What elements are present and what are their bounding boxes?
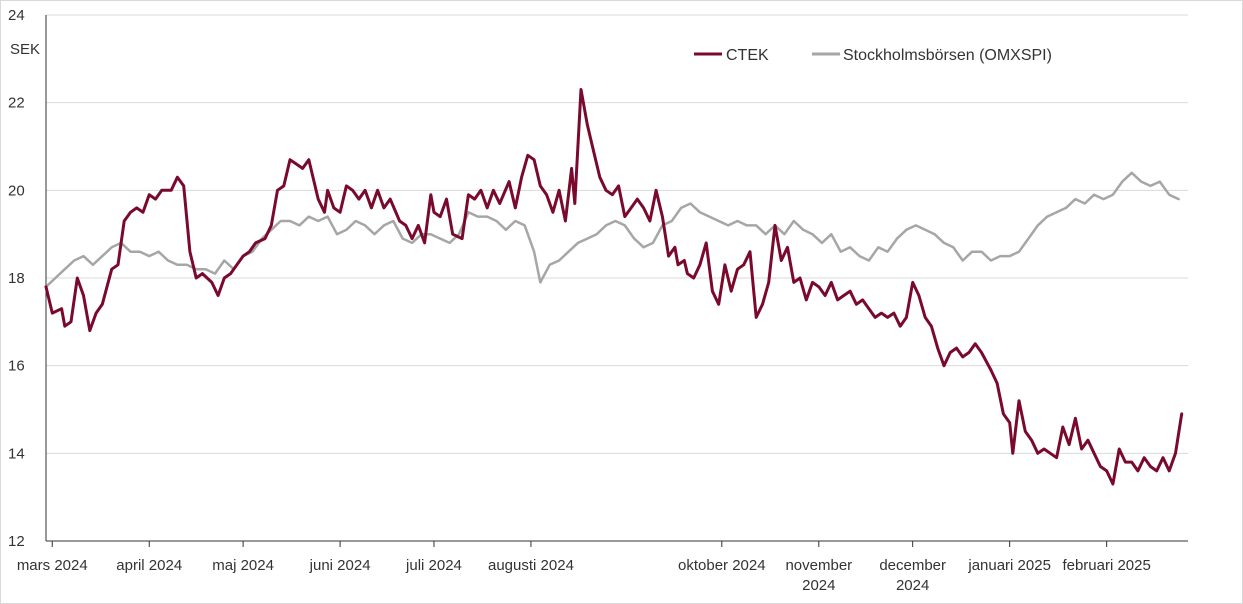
series-line-ctek (44, 88, 1184, 486)
y-axis-label: SEK (10, 41, 40, 58)
x-tick-label: februari 2025 (1062, 557, 1150, 574)
x-axis: mars 2024 april 2024 maj 2024 juni 2024 juli… (17, 15, 1188, 594)
series-lines (44, 88, 1184, 486)
y-tick-label: 22 (8, 95, 25, 112)
x-tick-label: april 2024 (116, 557, 182, 574)
x-tick-label: juni 2024 (309, 557, 371, 574)
y-axis-ticks: 12 14 16 18 20 22 24 (8, 7, 25, 550)
y-tick-label: 18 (8, 270, 25, 287)
y-tick-label: 12 (8, 533, 25, 550)
y-tick-label: 14 (8, 445, 25, 462)
x-tick-label: december 2024 (879, 557, 946, 594)
gridlines (46, 14, 1188, 454)
x-tick-label: maj 2024 (212, 557, 274, 574)
x-tick-label: juli 2024 (405, 557, 462, 574)
y-tick-label: 24 (8, 7, 25, 24)
y-tick-label: 20 (8, 182, 25, 199)
x-tick-label: mars 2024 (17, 557, 88, 574)
x-tick-label: augusti 2024 (488, 557, 574, 574)
x-tick-label: januari 2025 (967, 557, 1051, 574)
legend: CTEK Stockholmsbörsen (OMXSPI) (694, 47, 1052, 64)
legend-label-ctek: CTEK (726, 47, 769, 64)
x-tick-label: november 2024 (785, 557, 852, 594)
legend-label-omxspi: Stockholmsbörsen (OMXSPI) (843, 47, 1052, 64)
y-tick-label: 16 (8, 358, 25, 375)
x-tick-label: oktober 2024 (678, 557, 766, 574)
